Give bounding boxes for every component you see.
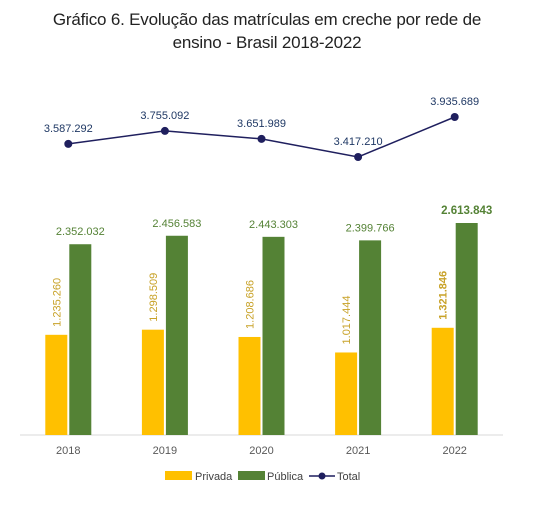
chart-title: Gráfico 6. Evolução das matrículas em cr… [0,8,534,54]
bar-privada-2021 [335,352,358,435]
data-label-privada-2021: 1.017.444 [341,296,353,345]
point-total-2018 [64,139,73,148]
legend-label-privada: Privada [195,471,233,483]
chart-title-line1: Gráfico 6. Evolução das matrículas em cr… [52,10,482,29]
point-total-2021 [354,153,363,161]
x-tick-label-2020: 2020 [249,445,273,457]
data-label-privada-2020: 1.208.686 [245,280,257,329]
point-total-2022 [450,113,459,121]
x-tick-label-2022: 2022 [442,445,466,457]
point-total-2020 [257,134,266,143]
data-label-total-2018: 3.587.292 [44,123,93,135]
legend-label-total: Total [337,471,360,483]
legend-swatch-privada [165,471,192,480]
data-label-publica-2021: 2.399.766 [346,222,395,234]
bar-privada-2018 [45,334,68,435]
legend-marker-total [318,472,326,480]
data-label-total-2019: 3.755.092 [140,110,189,122]
bar-publica-2022 [455,223,478,435]
bar-publica-2019 [165,235,188,435]
bar-privada-2019 [141,329,164,435]
data-label-privada-2022: 1.321.846 [438,271,450,320]
x-tick-label-2019: 2019 [153,445,177,457]
data-label-publica-2018: 2.352.032 [56,226,105,238]
data-label-publica-2019: 2.456.583 [152,218,201,230]
legend-swatch-publica [238,471,265,480]
data-label-total-2022: 3.935.689 [430,96,479,108]
bar-privada-2020 [238,336,261,435]
data-label-privada-2019: 1.298.509 [148,273,160,322]
data-label-publica-2020: 2.443.303 [249,219,298,231]
legend-label-publica: Pública [267,471,304,483]
data-label-publica-2022: 2.613.843 [441,205,492,217]
data-label-privada-2018: 1.235.260 [51,278,63,327]
data-label-total-2021: 3.417.210 [334,136,383,148]
bar-publica-2018 [69,244,92,435]
x-tick-label-2018: 2018 [56,445,80,457]
chart-title-line2: ensino - Brasil 2018-2022 [172,33,362,52]
data-label-total-2020: 3.651.989 [237,118,286,130]
x-tick-label-2021: 2021 [346,445,370,457]
bar-publica-2021 [359,240,382,435]
bar-privada-2022 [431,327,454,435]
point-total-2019 [160,126,169,135]
bar-publica-2020 [262,236,285,435]
